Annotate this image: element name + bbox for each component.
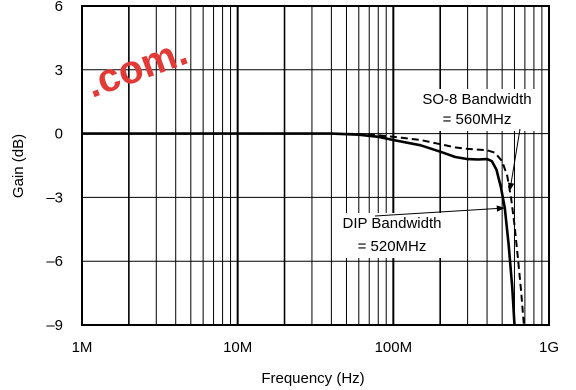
y-axis-title: Gain (dB) xyxy=(10,134,27,198)
so8-bandwidth-line xyxy=(82,132,525,326)
watermark-text: .com. xyxy=(80,29,193,106)
watermark: .com. xyxy=(80,29,193,106)
y-tick-label: 6 xyxy=(55,0,63,15)
y-tick-label: 3 xyxy=(55,62,63,79)
so8-annotation-line-1: SO-8 Bandwidth xyxy=(422,91,531,108)
so8-annotation-background xyxy=(415,89,539,131)
dip-annotation-line-2: = 520MHz xyxy=(358,238,427,255)
dip-annotation-background xyxy=(335,213,449,258)
tick-labels: 1M 10M 100M 1G 6 3 0 –3 –6 –9 xyxy=(46,0,559,356)
y-tick-label: 0 xyxy=(55,126,63,143)
x-axis-title: Frequency (Hz) xyxy=(261,370,364,387)
x-tick-label: 1G xyxy=(539,339,559,356)
x-tick-label: 10M xyxy=(223,339,252,356)
dip-leader-line xyxy=(374,207,505,217)
so8-annotation-line-2: = 560MHz xyxy=(443,111,512,128)
so8-leader-line xyxy=(509,128,521,192)
y-tick-label: –6 xyxy=(46,253,63,270)
dip-arrowhead xyxy=(496,205,505,212)
x-tick-label: 100M xyxy=(375,339,413,356)
y-tick-label: –3 xyxy=(46,189,63,206)
so8-arrowhead xyxy=(507,182,515,192)
y-tick-label: –9 xyxy=(46,317,63,334)
plot-frame xyxy=(81,5,550,326)
data-series xyxy=(82,132,525,326)
annotations: SO-8 Bandwidth = 560MHz DIP Bandwidth = 520… xyxy=(335,89,539,258)
x-tick-label: 1M xyxy=(72,339,93,356)
dip-bandwidth-line xyxy=(82,132,516,326)
dip-annotation-line-1: DIP Bandwidth xyxy=(343,215,442,232)
